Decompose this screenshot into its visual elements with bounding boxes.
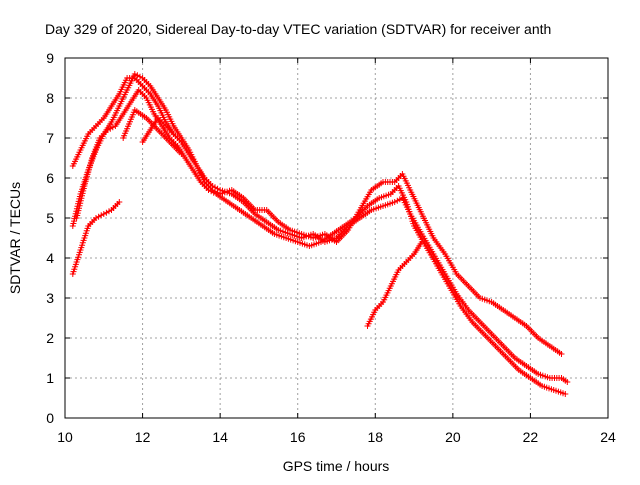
x-tick-label: 24: [600, 429, 616, 445]
y-tick-label: 5: [46, 210, 54, 226]
x-axis-label: GPS time / hours: [283, 458, 390, 474]
y-tick-label: 4: [46, 250, 54, 266]
y-tick-label: 6: [46, 170, 54, 186]
y-tick-label: 1: [46, 370, 54, 386]
y-tick-label: 8: [46, 90, 54, 106]
series-track-g: [139, 115, 177, 145]
series-track-c: [73, 87, 569, 397]
series-markers: [139, 115, 177, 145]
plot-frame: [64, 57, 609, 419]
series-markers: [69, 199, 123, 277]
y-tick-label: 7: [46, 130, 54, 146]
x-tick-label: 16: [290, 429, 306, 445]
x-tick-label: 20: [445, 429, 461, 445]
series-track-a: [69, 75, 571, 385]
series-markers: [69, 71, 565, 357]
x-tick-label: 18: [367, 429, 383, 445]
chart-title: Day 329 of 2020, Sidereal Day-to-day VTE…: [45, 21, 551, 37]
series-markers: [364, 239, 425, 329]
x-tick-label: 10: [57, 429, 73, 445]
y-tick-label: 9: [46, 50, 54, 66]
x-tick-label: 14: [212, 429, 228, 445]
series-track-b: [69, 71, 565, 357]
x-tick-label: 22: [523, 429, 539, 445]
series-track-d: [69, 199, 123, 277]
grid: [65, 58, 608, 418]
series-layer: [69, 71, 571, 397]
series-markers: [73, 87, 569, 397]
series-track-e: [364, 239, 425, 329]
x-tick-label: 12: [135, 429, 151, 445]
y-tick-label: 0: [46, 410, 54, 426]
y-tick-label: 2: [46, 330, 54, 346]
y-tick-label: 3: [46, 290, 54, 306]
y-axis-label: SDTVAR / TECUs: [7, 182, 23, 294]
